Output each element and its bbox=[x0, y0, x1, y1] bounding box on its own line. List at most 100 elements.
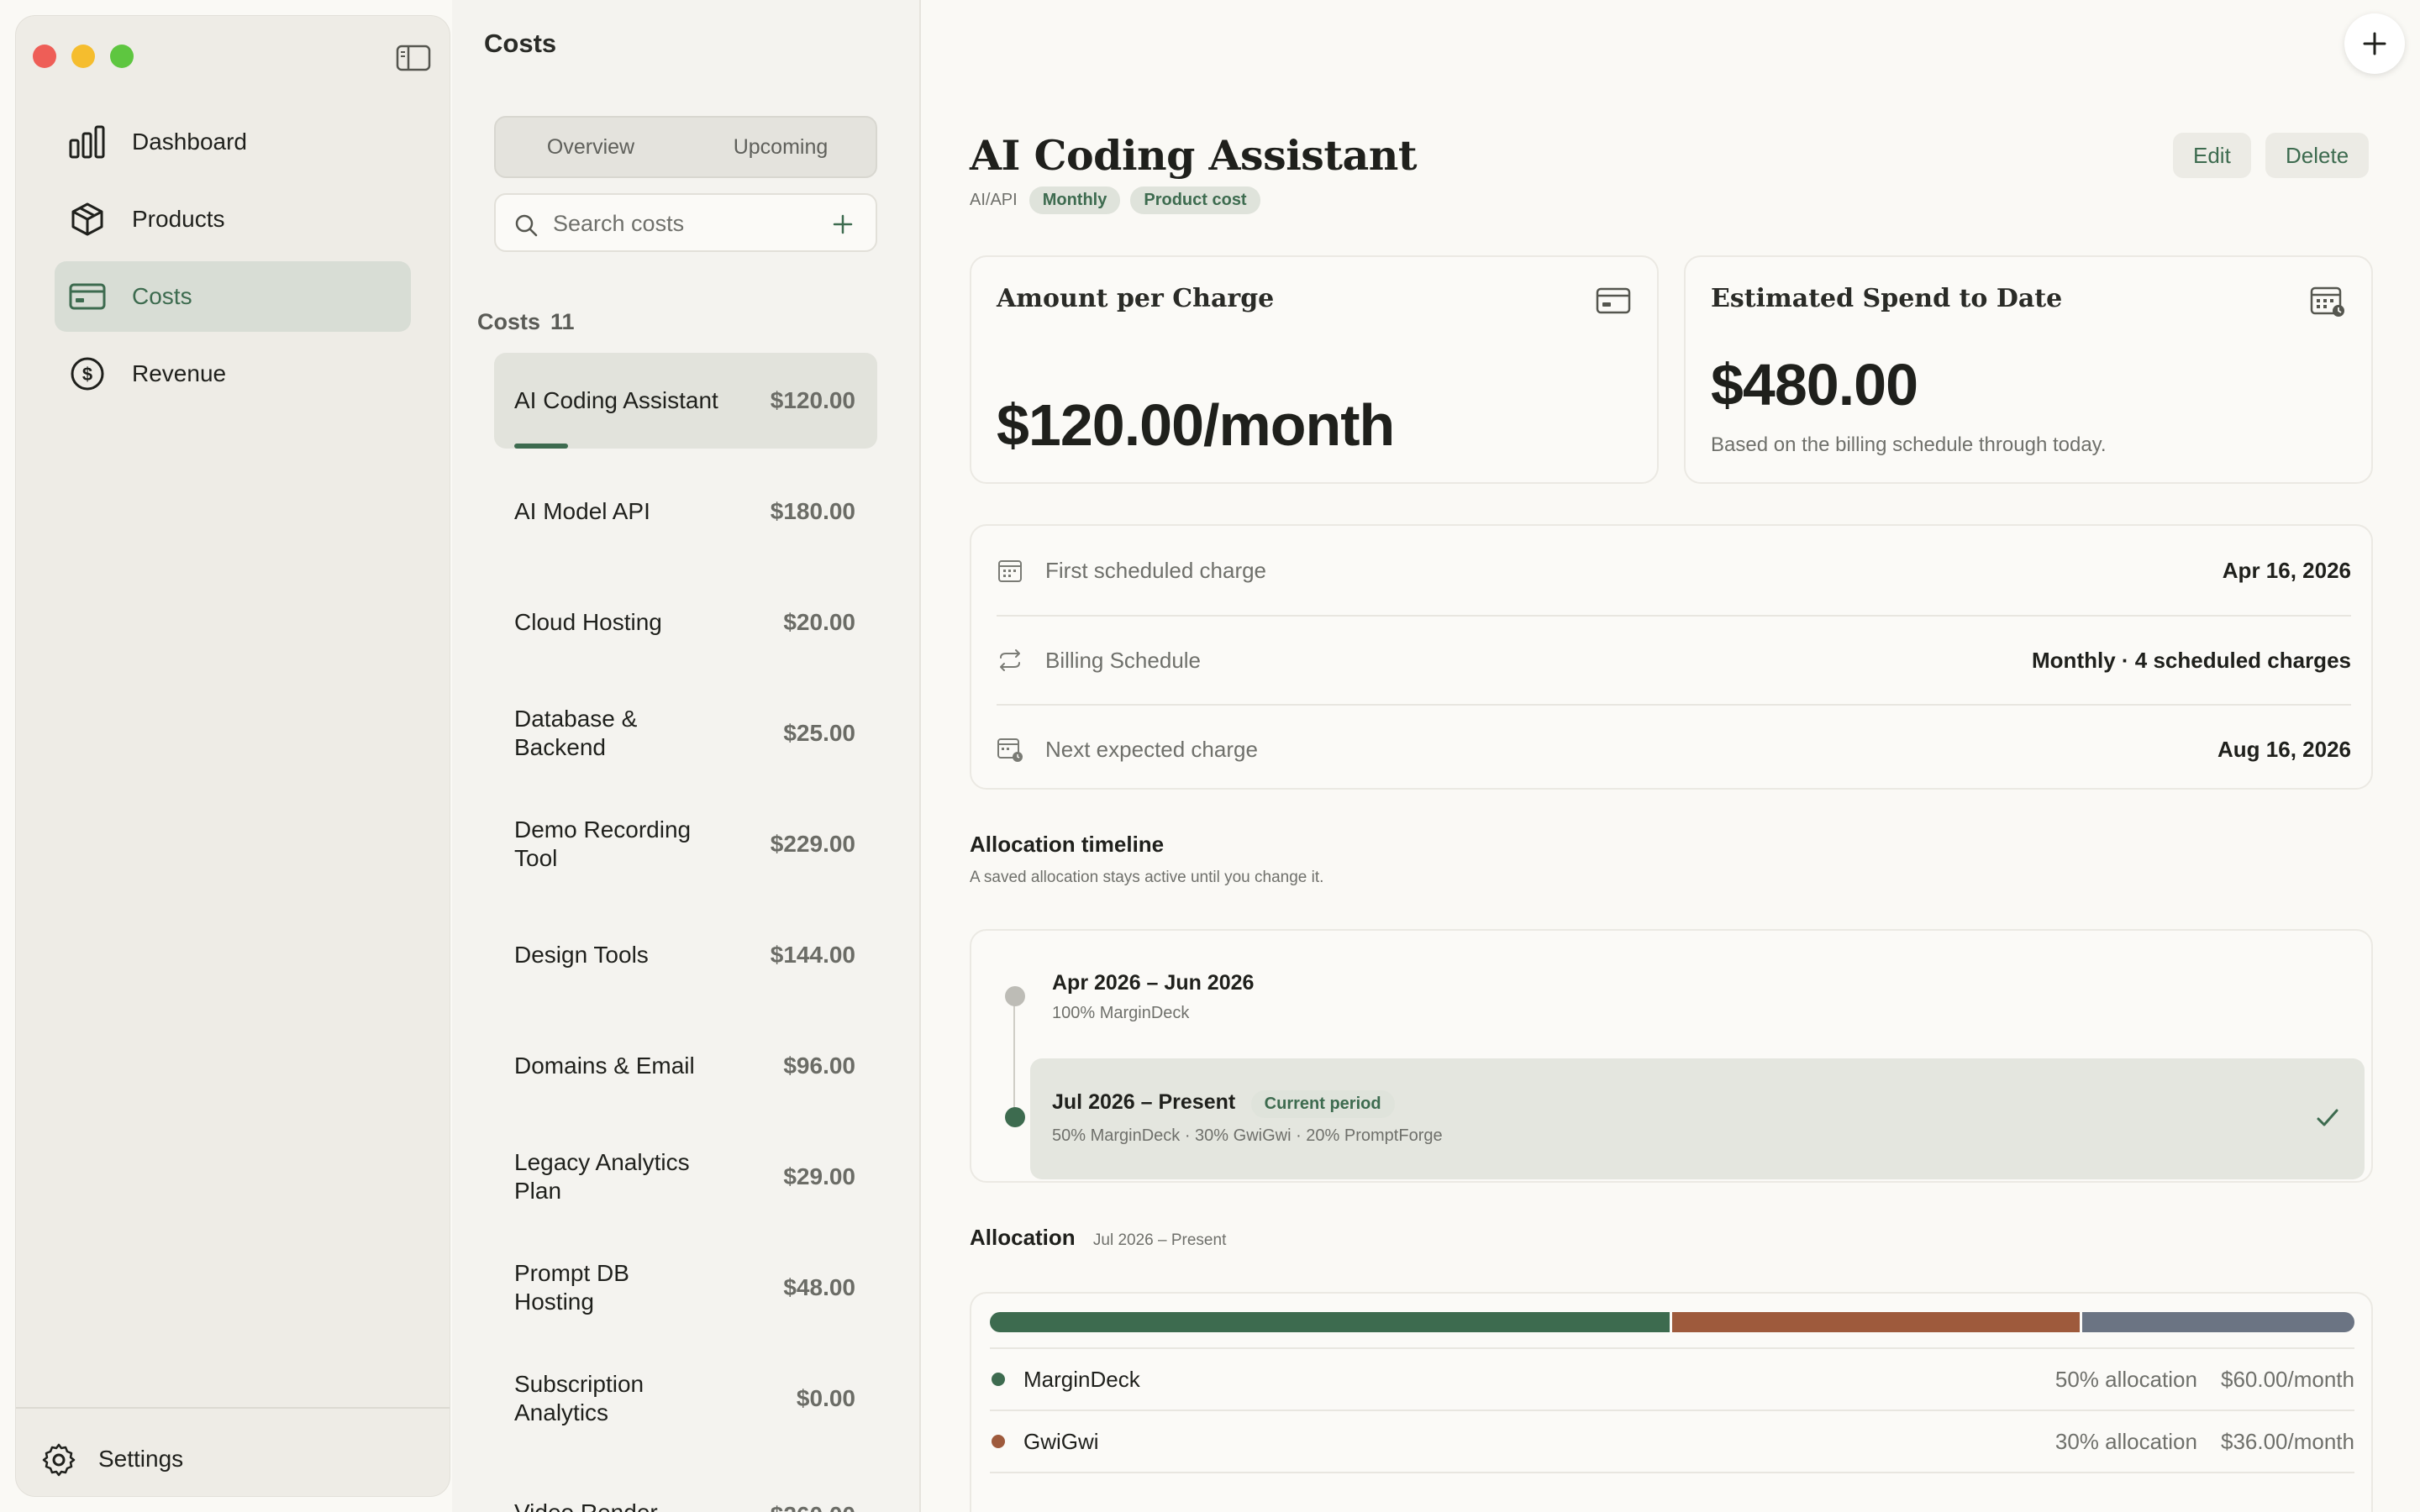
list-item[interactable]: Design Tools $144.00 bbox=[494, 907, 877, 1003]
detail-meta: AI/API Monthly Product cost bbox=[970, 186, 1260, 214]
settings-label: Settings bbox=[98, 1446, 184, 1472]
period-detail: 100% MarginDeck bbox=[1052, 1004, 1190, 1022]
timeline-entry-current[interactable]: Jul 2026 – Present Current period 50% Ma… bbox=[1030, 1058, 2365, 1179]
costs-section-header: Costs 11 bbox=[477, 309, 575, 335]
frequency-badge: Monthly bbox=[1028, 186, 1121, 214]
allocation-card: MarginDeck 50% allocation $60.00/month G… bbox=[970, 1292, 2373, 1512]
allocation-name: MarginDeck bbox=[1023, 1366, 1140, 1392]
sidebar-item-dashboard[interactable]: Dashboard bbox=[55, 107, 411, 177]
allocation-name: GwiGwi bbox=[1023, 1428, 1099, 1454]
sidebar-item-label: Products bbox=[132, 206, 225, 232]
next-charge-row: Next expected charge Aug 16, 2026 bbox=[997, 704, 2351, 793]
list-item[interactable]: Cloud Hosting $20.00 bbox=[494, 575, 877, 670]
sidebar-item-label: Costs bbox=[132, 283, 192, 309]
view-segmented-control: Overview Upcoming bbox=[494, 116, 877, 178]
cost-amount: $120.00 bbox=[770, 387, 855, 413]
add-cost-icon[interactable] bbox=[832, 213, 854, 235]
sidebar-toggle-icon[interactable] bbox=[396, 45, 431, 71]
calendar-icon bbox=[998, 560, 1022, 582]
allocation-segment-margindeck bbox=[990, 1312, 1670, 1332]
credit-card-icon bbox=[1596, 287, 1631, 314]
sidebar-item-costs[interactable]: Costs bbox=[55, 261, 411, 332]
list-item[interactable]: Video Render $260.00 bbox=[494, 1462, 877, 1512]
cost-amount: $20.00 bbox=[783, 609, 855, 635]
category-label: AI/API bbox=[970, 191, 1018, 209]
cost-name: Legacy Analytics Plan bbox=[514, 1149, 690, 1204]
allocation-row-divider bbox=[990, 1472, 2354, 1512]
list-item[interactable]: Legacy Analytics Plan $29.00 bbox=[494, 1129, 877, 1225]
list-item[interactable]: Subscription Analytics $0.00 bbox=[494, 1351, 877, 1446]
cost-type-badge: Product cost bbox=[1130, 186, 1260, 214]
allocation-segment-gwigwi bbox=[1670, 1312, 2081, 1332]
repeat-icon bbox=[1000, 649, 1020, 671]
sidebar-item-settings[interactable]: Settings bbox=[41, 1439, 183, 1479]
gear-icon bbox=[42, 1443, 76, 1477]
cost-amount: $229.00 bbox=[770, 831, 855, 857]
page-title: AI Coding Assistant bbox=[970, 131, 1418, 180]
amount-value: $120.00/month bbox=[997, 392, 1395, 458]
cost-amount: $144.00 bbox=[770, 942, 855, 968]
amount-per-charge-card: Amount per Charge $120.00/month bbox=[970, 255, 1659, 484]
billing-info-card: First scheduled charge Apr 16, 2026 Bill… bbox=[970, 524, 2373, 790]
search-box bbox=[494, 193, 877, 252]
search-icon bbox=[515, 214, 538, 237]
cost-name: Prompt DB Hosting bbox=[514, 1260, 629, 1315]
bar-chart-icon bbox=[69, 125, 105, 159]
allocation-percent: 30% allocation bbox=[2054, 1428, 2197, 1454]
cost-name: Database & Backend bbox=[514, 706, 638, 760]
list-title: Costs bbox=[484, 29, 557, 58]
allocation-amount: $60.00/month bbox=[2220, 1366, 2354, 1392]
cost-name: Demo Recording Tool bbox=[514, 816, 692, 871]
cost-name: Subscription Analytics bbox=[514, 1371, 644, 1425]
zoom-window-button[interactable] bbox=[110, 45, 134, 68]
allocation-timeline: Apr 2026 – Jun 2026 100% MarginDeck Jul … bbox=[970, 929, 2373, 1183]
list-item[interactable]: AI Model API $180.00 bbox=[494, 464, 877, 559]
box-icon bbox=[71, 202, 103, 236]
first-charge-row: First scheduled charge Apr 16, 2026 bbox=[997, 526, 2351, 615]
cost-amount: $96.00 bbox=[783, 1053, 855, 1079]
list-item[interactable]: Database & Backend $25.00 bbox=[494, 685, 877, 781]
info-label: First scheduled charge bbox=[1045, 557, 1267, 583]
svg-text:$: $ bbox=[82, 364, 92, 385]
delete-button[interactable]: Delete bbox=[2265, 133, 2370, 178]
period-range: Apr 2026 – Jun 2026 bbox=[1052, 971, 1255, 995]
cost-name: AI Coding Assistant bbox=[514, 387, 718, 413]
timeline-entry-past[interactable]: Apr 2026 – Jun 2026 100% MarginDeck bbox=[1052, 971, 1254, 1023]
timeline-line bbox=[1013, 998, 1015, 1124]
list-item[interactable]: Prompt DB Hosting $48.00 bbox=[494, 1240, 877, 1336]
allocation-amount: $36.00/month bbox=[2220, 1428, 2354, 1454]
spend-note: Based on the billing schedule through to… bbox=[1711, 433, 2107, 456]
timeline-title: Allocation timeline bbox=[970, 832, 1165, 857]
cost-name: AI Model API bbox=[514, 498, 650, 524]
sidebar-item-label: Revenue bbox=[132, 360, 227, 386]
allocation-segment-promptforge bbox=[2080, 1312, 2354, 1332]
list-item[interactable]: AI Coding Assistant $120.00 bbox=[494, 353, 877, 449]
cost-amount: $180.00 bbox=[770, 498, 855, 524]
tab-overview[interactable]: Overview bbox=[546, 134, 635, 159]
minimize-window-button[interactable] bbox=[71, 45, 95, 68]
add-button[interactable] bbox=[2344, 13, 2405, 74]
dollar-circle-icon: $ bbox=[71, 357, 104, 391]
estimated-spend-card: Estimated Spend to Date $480.00 Based on… bbox=[1684, 255, 2373, 484]
selection-indicator bbox=[514, 444, 568, 449]
close-window-button[interactable] bbox=[33, 45, 56, 68]
allocation-row-gwigwi: GwiGwi 30% allocation $36.00/month bbox=[990, 1410, 2354, 1472]
search-input[interactable] bbox=[553, 203, 805, 244]
cost-list: AI Coding Assistant $120.00 AI Model API… bbox=[494, 353, 877, 1512]
period-detail: 50% MarginDeck · 30% GwiGwi · 20% Prompt… bbox=[1052, 1126, 1443, 1145]
list-item[interactable]: Domains & Email $96.00 bbox=[494, 1018, 877, 1114]
plus-icon bbox=[2363, 32, 2386, 55]
series-dot bbox=[992, 1373, 1005, 1386]
tab-upcoming[interactable]: Upcoming bbox=[733, 134, 829, 159]
cost-name: Cloud Hosting bbox=[514, 609, 662, 635]
list-item[interactable]: Demo Recording Tool $229.00 bbox=[494, 796, 877, 892]
timeline-subtitle: A saved allocation stays active until yo… bbox=[970, 869, 1324, 886]
cost-amount: $29.00 bbox=[783, 1163, 855, 1189]
cost-detail: AI Coding Assistant AI/API Monthly Produ… bbox=[923, 0, 2420, 1512]
edit-button[interactable]: Edit bbox=[2173, 133, 2251, 178]
calendar-clock-icon bbox=[2310, 286, 2344, 317]
sidebar-item-products[interactable]: Products bbox=[55, 184, 411, 255]
series-dot bbox=[992, 1435, 1005, 1448]
sidebar-item-revenue[interactable]: $ Revenue bbox=[55, 339, 411, 409]
allocation-bar bbox=[990, 1312, 2354, 1332]
